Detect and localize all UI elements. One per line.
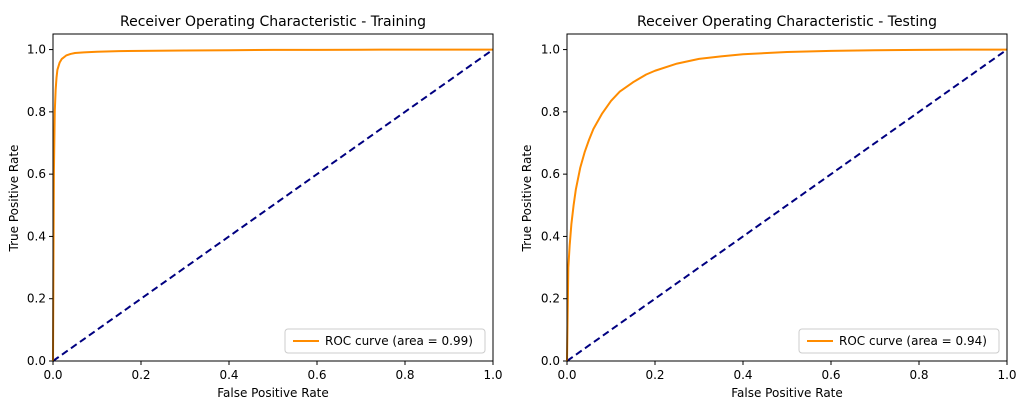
y-tick-label: 0.2: [27, 292, 46, 306]
chance-diagonal-line: [52, 48, 494, 362]
legend-box: [284, 328, 486, 354]
y-tick-label: 1.0: [541, 43, 560, 57]
roc-testing-panel: Receiver Operating Characteristic - Test…: [520, 14, 1017, 400]
x-tick-label: 0.8: [395, 368, 414, 382]
x-axis-label: False Positive Rate: [217, 386, 329, 400]
plot-area: 0.0 0.2 0.4 0.6 0.8 1.0 0.0 0.2 0.4 0.6 0.8 1.0 ROC …: [27, 33, 503, 382]
roc-curve-line: [52, 48, 493, 362]
y-tick-label: 0.8: [541, 105, 560, 119]
roc-curve-line: [566, 48, 1007, 362]
chance-diagonal-line: [566, 48, 1008, 362]
x-tick-label: 0.0: [43, 368, 62, 382]
x-tick-label: 1.0: [483, 368, 502, 382]
x-tick-label: 0.6: [307, 368, 326, 382]
y-tick-label: 0.6: [27, 167, 46, 181]
legend-label: ROC curve (area = 0.99): [325, 334, 473, 348]
x-tick-label: 0.6: [821, 368, 840, 382]
x-tick-label: 0.8: [909, 368, 928, 382]
y-tick-label: 0.2: [541, 292, 560, 306]
x-tick-label: 0.0: [557, 368, 576, 382]
y-tick-label: 0.0: [541, 354, 560, 368]
y-tick-label: 0.0: [27, 354, 46, 368]
y-tick-label: 0.6: [541, 167, 560, 181]
x-tick-label: 0.4: [219, 368, 238, 382]
x-tick-label: 0.2: [645, 368, 664, 382]
axes-frame: [566, 33, 1008, 362]
axes-frame: [52, 33, 494, 362]
y-tick-label: 1.0: [27, 43, 46, 57]
legend: ROC curve (area = 0.94): [798, 328, 1000, 354]
x-axis-label: False Positive Rate: [731, 386, 843, 400]
y-axis-label: True Positive Rate: [7, 145, 21, 253]
y-tick-label: 0.4: [541, 229, 560, 243]
y-axis-label: True Positive Rate: [520, 145, 534, 253]
y-tick-label: 0.8: [27, 105, 46, 119]
legend-box: [798, 328, 1000, 354]
roc-training-panel: Receiver Operating Characteristic - Trai…: [7, 14, 503, 400]
legend-label: ROC curve (area = 0.94): [839, 334, 987, 348]
chart-title: Receiver Operating Characteristic - Test…: [637, 14, 937, 30]
x-tick-label: 0.2: [131, 368, 150, 382]
plot-area: 0.0 0.2 0.4 0.6 0.8 1.0 0.0 0.2 0.4 0.6 0.8 1.0 ROC …: [541, 33, 1017, 382]
x-tick-label: 0.4: [733, 368, 752, 382]
chart-title: Receiver Operating Characteristic - Trai…: [120, 14, 426, 30]
y-tick-label: 0.4: [27, 229, 46, 243]
legend: ROC curve (area = 0.99): [284, 328, 486, 354]
x-tick-label: 1.0: [997, 368, 1016, 382]
